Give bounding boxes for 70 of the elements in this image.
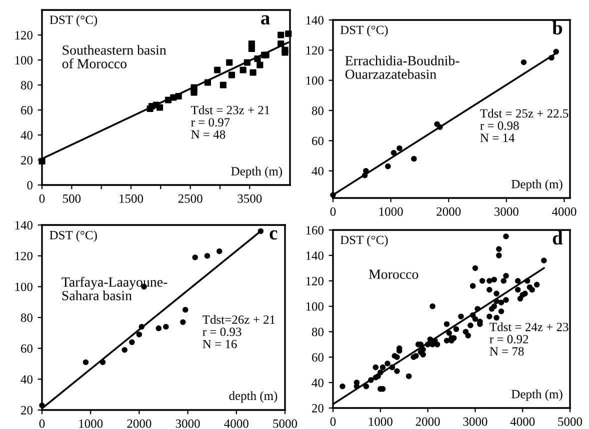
x-axis-title: depth (m) (229, 391, 278, 403)
x-tick-label: 2000 (436, 207, 461, 216)
x-tick-label: 1000 (379, 207, 403, 216)
annotation: Morocco (368, 270, 418, 279)
y-tick-label: 80 (312, 328, 324, 336)
annotation: Tarfaya-Laayoune- Sahara basin (62, 276, 168, 300)
x-tick-label: 5000 (273, 419, 298, 428)
y-tick-label: 60 (21, 344, 32, 353)
x-axis-title: Depth (m) (231, 166, 282, 178)
x-tick-label: 0 (39, 194, 45, 203)
x-axis-title: Depth (m) (512, 180, 562, 191)
x-tick-label: 2000 (127, 419, 152, 428)
x-tick-label: 1000 (369, 417, 392, 426)
x-tick-label: 0 (330, 207, 336, 216)
annotation: Tdst = 23z + 21 r = 0.97 N = 48 (191, 106, 270, 139)
y-tick-label: 100 (306, 76, 324, 85)
x-tick-label: 3000 (176, 419, 200, 428)
y-tick-label: 120 (15, 252, 32, 260)
y-axis-title: DST (°C) (50, 230, 97, 242)
x-tick-label: 2500 (178, 194, 202, 203)
chart-title: c (270, 230, 278, 240)
x-tick-label: 3500 (238, 194, 262, 203)
y-tick-label: 40 (20, 375, 32, 384)
x-tick-label: 500 (63, 194, 81, 203)
y-tick-label: 0 (27, 181, 32, 190)
x-tick-label: 4000 (224, 419, 248, 428)
y-axis-title: DST (°C) (340, 235, 388, 247)
chart-title: b (552, 20, 562, 35)
y-axis-title: DST (°C) (340, 25, 388, 37)
y-tick-label: 20 (21, 156, 32, 164)
y-tick-label: 80 (20, 81, 32, 90)
y-tick-label: 40 (20, 131, 32, 140)
y-tick-label: 120 (306, 276, 324, 286)
x-tick-label: 0 (330, 417, 336, 426)
y-tick-label: 100 (15, 56, 32, 64)
y-tick-label: 20 (21, 406, 32, 414)
y-tick-label: 100 (15, 282, 32, 292)
y-tick-label: 140 (306, 16, 324, 24)
annotation: Tdst = 25z + 22.5 r = 0.98 N = 14 (480, 108, 568, 142)
x-tick-label: 3000 (463, 417, 488, 426)
x-tick-label: 2000 (416, 417, 440, 426)
x-tick-label: 1500 (120, 194, 144, 203)
y-tick-label: 120 (306, 46, 324, 55)
annotation: Tdst=26z + 21 r = 0.93 N = 16 (202, 315, 275, 348)
y-tick-label: 80 (20, 314, 32, 322)
x-tick-label: 0 (39, 419, 45, 428)
y-tick-label: 140 (306, 251, 324, 260)
chart-title: a (261, 15, 270, 25)
y-tick-label: 20 (312, 404, 324, 412)
annotation: Southeastern basin of Morocco (62, 45, 166, 68)
y-tick-label: 60 (312, 136, 324, 146)
x-tick-label: 5000 (558, 417, 582, 426)
y-tick-label: 40 (312, 378, 324, 388)
y-tick-label: 60 (312, 353, 324, 362)
y-tick-label: 80 (312, 106, 324, 115)
y-tick-label: 100 (306, 302, 324, 311)
annotation: Errachidia-Boudnib- Ouarzazatebasin (345, 56, 460, 79)
x-tick-label: 4000 (552, 207, 576, 216)
annotation: Tdst = 24z + 23 r = 0.92 N = 78 (490, 322, 568, 356)
chart-title: d (552, 230, 563, 245)
x-tick-label: 1000 (79, 419, 103, 428)
y-tick-label: 40 (312, 166, 324, 176)
y-tick-label: 60 (21, 106, 32, 114)
y-tick-label: 160 (306, 226, 324, 234)
y-axis-title: DST (°C) (50, 15, 98, 27)
y-tick-label: 120 (15, 31, 32, 40)
y-tick-label: 140 (15, 221, 32, 230)
x-axis-title: Depth (m) (512, 390, 562, 401)
x-tick-label: 4000 (510, 417, 535, 426)
x-tick-label: 3000 (494, 207, 518, 216)
